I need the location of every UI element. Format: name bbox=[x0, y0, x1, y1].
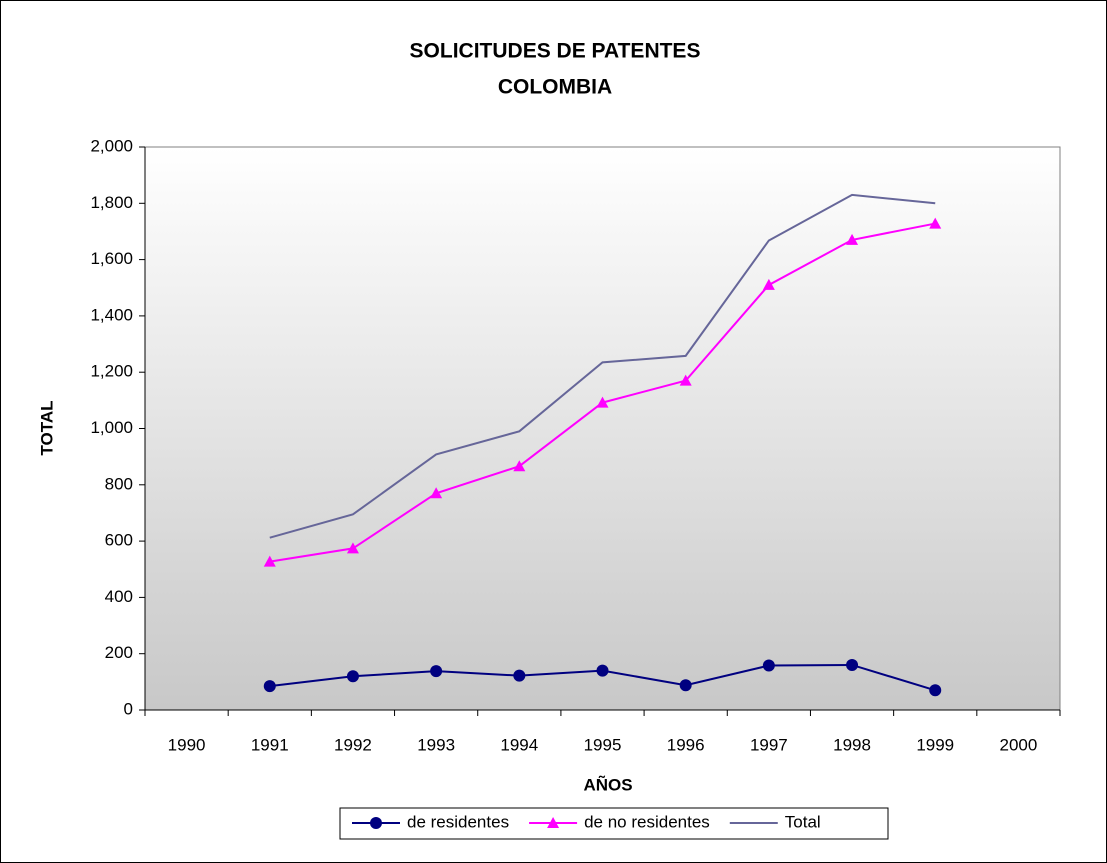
legend bbox=[339, 807, 889, 840]
legend-label: de no residentes bbox=[584, 812, 710, 831]
y-tick-label: 600 bbox=[105, 531, 133, 550]
y-tick-label: 1,400 bbox=[90, 305, 133, 324]
legend-label: de residentes bbox=[407, 812, 509, 831]
x-tick-label: 1994 bbox=[500, 735, 538, 754]
point bbox=[513, 460, 526, 472]
x-tick-label: 1997 bbox=[750, 735, 788, 754]
x-tick-label: 1992 bbox=[334, 735, 372, 754]
point bbox=[346, 670, 359, 683]
y-tick-label: 400 bbox=[105, 587, 133, 606]
y-tick-label: 1,800 bbox=[90, 193, 133, 212]
x-tick-label: 1990 bbox=[168, 735, 206, 754]
point bbox=[846, 233, 859, 245]
chart-title: SOLICITUDES DE PATENTES bbox=[410, 40, 701, 63]
legend-label: Total bbox=[785, 812, 821, 831]
y-axis-label: TOTAL bbox=[37, 400, 56, 455]
point bbox=[929, 217, 942, 229]
series-line bbox=[269, 193, 936, 539]
point bbox=[547, 817, 560, 828]
point bbox=[679, 679, 692, 692]
point bbox=[762, 278, 775, 290]
point bbox=[263, 680, 276, 693]
point bbox=[430, 665, 443, 678]
y-tick-label: 1,200 bbox=[90, 362, 133, 381]
x-tick-label: 1995 bbox=[584, 735, 622, 754]
point bbox=[596, 396, 609, 408]
point bbox=[370, 817, 382, 829]
point bbox=[679, 374, 692, 386]
point bbox=[346, 542, 359, 554]
point bbox=[430, 487, 443, 499]
y-tick-label: 800 bbox=[105, 474, 133, 493]
plot-area bbox=[144, 146, 1061, 711]
x-tick-label: 2000 bbox=[999, 735, 1037, 754]
chart-title: COLOMBIA bbox=[498, 76, 612, 99]
x-axis-label: AÑOS bbox=[583, 774, 632, 794]
x-tick-label: 1996 bbox=[667, 735, 705, 754]
y-tick-label: 0 bbox=[124, 699, 133, 718]
y-tick-label: 2,000 bbox=[90, 136, 133, 155]
point bbox=[513, 669, 526, 682]
x-tick-label: 1999 bbox=[916, 735, 954, 754]
x-tick-label: 1998 bbox=[833, 735, 871, 754]
point bbox=[263, 555, 276, 567]
x-tick-label: 1991 bbox=[251, 735, 289, 754]
y-tick-label: 200 bbox=[105, 643, 133, 662]
point bbox=[846, 658, 859, 671]
y-tick-label: 1,000 bbox=[90, 418, 133, 437]
point bbox=[596, 664, 609, 677]
point bbox=[762, 659, 775, 672]
y-tick-label: 1,600 bbox=[90, 249, 133, 268]
x-tick-label: 1993 bbox=[417, 735, 455, 754]
point bbox=[929, 684, 942, 697]
